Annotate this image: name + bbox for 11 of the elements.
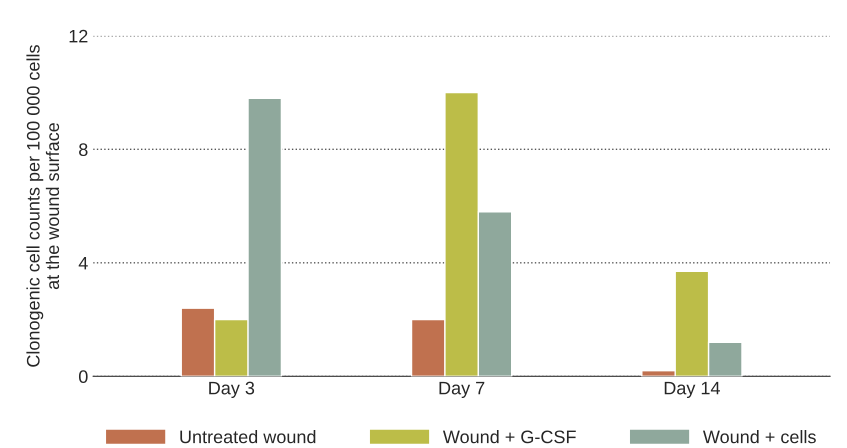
y-tick-label: 8 bbox=[79, 143, 88, 156]
legend-label: Wound + cells bbox=[702, 430, 816, 444]
x-tick-label: Day 3 bbox=[209, 382, 254, 398]
y-tick-label: 12 bbox=[70, 30, 88, 42]
x-tick-label: Day 7 bbox=[440, 382, 484, 398]
y-tick-label: 4 bbox=[78, 256, 88, 270]
legend-label: Untreated wound bbox=[180, 430, 316, 444]
y-tick-label: 0 bbox=[78, 370, 88, 384]
y-axis-title: Clonogenic cell counts per 100 000 cells at the wound surface bbox=[26, 45, 60, 367]
legend-label: Wound + G-CSF bbox=[442, 430, 576, 444]
x-tick-label: Day 14 bbox=[664, 382, 720, 398]
